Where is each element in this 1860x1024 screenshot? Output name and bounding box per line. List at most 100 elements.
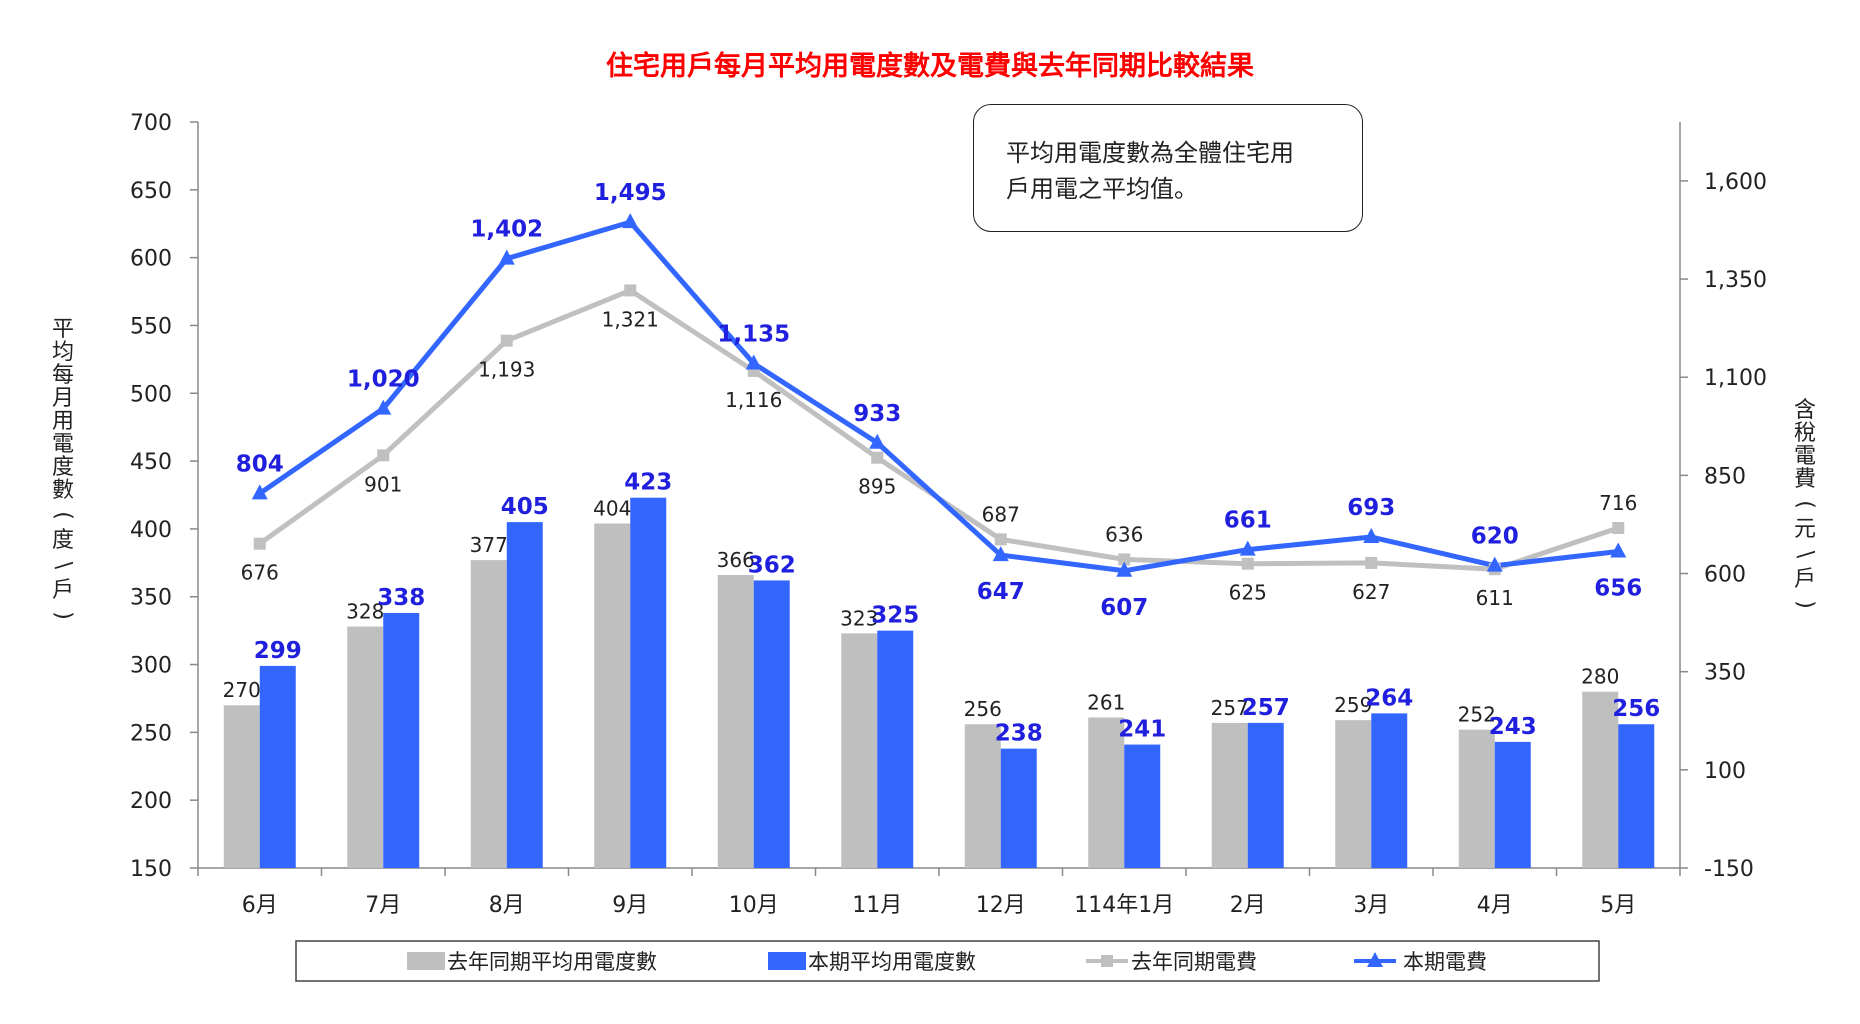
point-last-year-fee-label: 901 — [364, 472, 402, 496]
bar-last-year — [347, 626, 384, 868]
legend-label: 本期電費 — [1403, 950, 1487, 974]
axis-label-char: 電 — [1793, 444, 1816, 469]
line-last-year-fee — [258, 287, 1620, 572]
point-last-year-fee-label: 1,116 — [725, 388, 782, 412]
chart-title: 住宅用戶每月平均用電度數及電費與去年同期比較結果 — [606, 51, 1254, 82]
axis-label-char: 元 — [1793, 517, 1816, 542]
axis-label-char: 度 — [51, 528, 74, 553]
bar-last-year — [223, 705, 260, 868]
point-this-period-fee — [1486, 556, 1503, 572]
bar-last-year — [1088, 717, 1125, 868]
x-tick-label: 4月 — [1477, 893, 1513, 918]
axis-label-char: 戶 — [51, 578, 74, 603]
axis-label-char: 含 — [1793, 398, 1816, 423]
bar-last-year — [594, 523, 631, 868]
point-last-year-fee-label: 611 — [1476, 586, 1514, 610]
y-right-tick-label: -150 — [1704, 857, 1754, 882]
bar-last-year-label: 259 — [1334, 693, 1372, 717]
bar-this-period — [259, 665, 296, 868]
point-last-year-fee — [1612, 521, 1625, 534]
y-left-tick-label: 350 — [130, 586, 172, 611]
bar-last-year — [1458, 729, 1495, 868]
bar-last-year — [1335, 720, 1372, 868]
bar-last-year-label: 323 — [840, 606, 878, 630]
point-this-period-fee — [1363, 528, 1380, 544]
axis-label-char: 戶 — [1793, 567, 1816, 592]
y-right-tick-label: 1,100 — [1704, 366, 1767, 391]
bar-this-period-label: 241 — [1118, 717, 1166, 743]
legend-marker — [1101, 955, 1113, 967]
bar-last-year-label: 270 — [223, 678, 261, 702]
axis-label-char: ( — [1792, 500, 1818, 509]
y-right-tick-label: 350 — [1704, 661, 1746, 686]
point-last-year-fee-label: 636 — [1105, 522, 1143, 546]
x-tick-label: 9月 — [612, 893, 648, 918]
y-right-tick-label: 1,350 — [1704, 268, 1767, 293]
axis-label-char: 月 — [51, 386, 74, 411]
point-last-year-fee-label: 1,193 — [478, 358, 535, 382]
point-last-year-fee — [871, 451, 884, 464]
x-tick-label: 3月 — [1353, 893, 1389, 918]
bar-last-year — [1582, 691, 1619, 868]
y-right-tick-label: 600 — [1704, 563, 1746, 588]
point-this-period-fee-label: 1,495 — [594, 180, 667, 206]
legend-label: 本期平均用電度數 — [808, 950, 976, 974]
axis-label-char: 數 — [51, 478, 74, 503]
bar-last-year — [717, 575, 754, 868]
note-text-line-1: 平均用電度數為全體住宅用 — [1006, 139, 1294, 167]
y-left-tick-label: 200 — [130, 789, 172, 814]
legend-label: 去年同期電費 — [1131, 950, 1257, 974]
point-this-period-fee-label: 620 — [1471, 524, 1519, 550]
point-last-year-fee-label: 1,321 — [602, 307, 659, 331]
point-this-period-fee — [992, 546, 1009, 562]
bar-this-period-label: 423 — [624, 470, 672, 496]
y-left-tick-label: 700 — [130, 111, 172, 136]
point-last-year-fee — [1365, 556, 1378, 569]
bar-last-year-label: 280 — [1581, 665, 1619, 689]
point-this-period-fee — [1239, 540, 1256, 556]
bar-this-period-label: 264 — [1365, 685, 1413, 711]
bar-this-period — [1124, 744, 1161, 868]
point-last-year-fee — [377, 449, 390, 462]
axis-label-char: ( — [50, 511, 76, 520]
point-this-period-fee — [622, 213, 639, 229]
bar-last-year-label: 252 — [1458, 703, 1496, 727]
y-left-tick-label: 600 — [130, 247, 172, 272]
bar-last-year — [841, 633, 878, 868]
point-this-period-fee-label: 607 — [1100, 595, 1148, 621]
bar-this-period — [753, 580, 790, 868]
point-this-period-fee — [498, 249, 515, 265]
bar-last-year-label: 366 — [717, 548, 755, 572]
bar-this-period — [877, 630, 914, 868]
x-tick-label: 11月 — [852, 893, 902, 918]
axis-label-char: \ — [50, 561, 76, 570]
point-this-period-fee — [375, 399, 392, 415]
point-last-year-fee — [253, 537, 266, 550]
axis-label-char: 費 — [1793, 467, 1816, 492]
y-left-tick-label: 300 — [130, 654, 172, 679]
bar-this-period-label: 256 — [1612, 696, 1660, 722]
legend-marker — [1367, 952, 1383, 967]
point-last-year-fee — [1118, 553, 1131, 566]
legend-swatch — [768, 952, 806, 970]
axis-label-char: ) — [50, 611, 76, 620]
bar-last-year-label: 261 — [1087, 690, 1125, 714]
bar-last-year-label: 257 — [1211, 696, 1249, 720]
axis-label-char: 平 — [51, 317, 74, 342]
bar-last-year-label: 328 — [346, 600, 384, 624]
bar-this-period — [1247, 722, 1284, 868]
bar-this-period — [1494, 741, 1531, 868]
y-left-tick-label: 550 — [130, 314, 172, 339]
legend-label: 去年同期平均用電度數 — [447, 950, 657, 974]
bar-last-year-label: 377 — [470, 533, 508, 557]
bar-this-period-label: 405 — [501, 494, 549, 520]
y-left-tick-label: 150 — [130, 857, 172, 882]
x-tick-label: 2月 — [1230, 893, 1266, 918]
y-left-tick-label: 500 — [130, 382, 172, 407]
y-right-tick-label: 1,600 — [1704, 170, 1767, 195]
point-last-year-fee-label: 716 — [1599, 491, 1637, 515]
point-last-year-fee-label: 627 — [1352, 580, 1390, 604]
bar-last-year — [964, 724, 1001, 868]
bar-this-period-label: 299 — [254, 638, 302, 664]
point-this-period-fee — [1116, 561, 1133, 577]
